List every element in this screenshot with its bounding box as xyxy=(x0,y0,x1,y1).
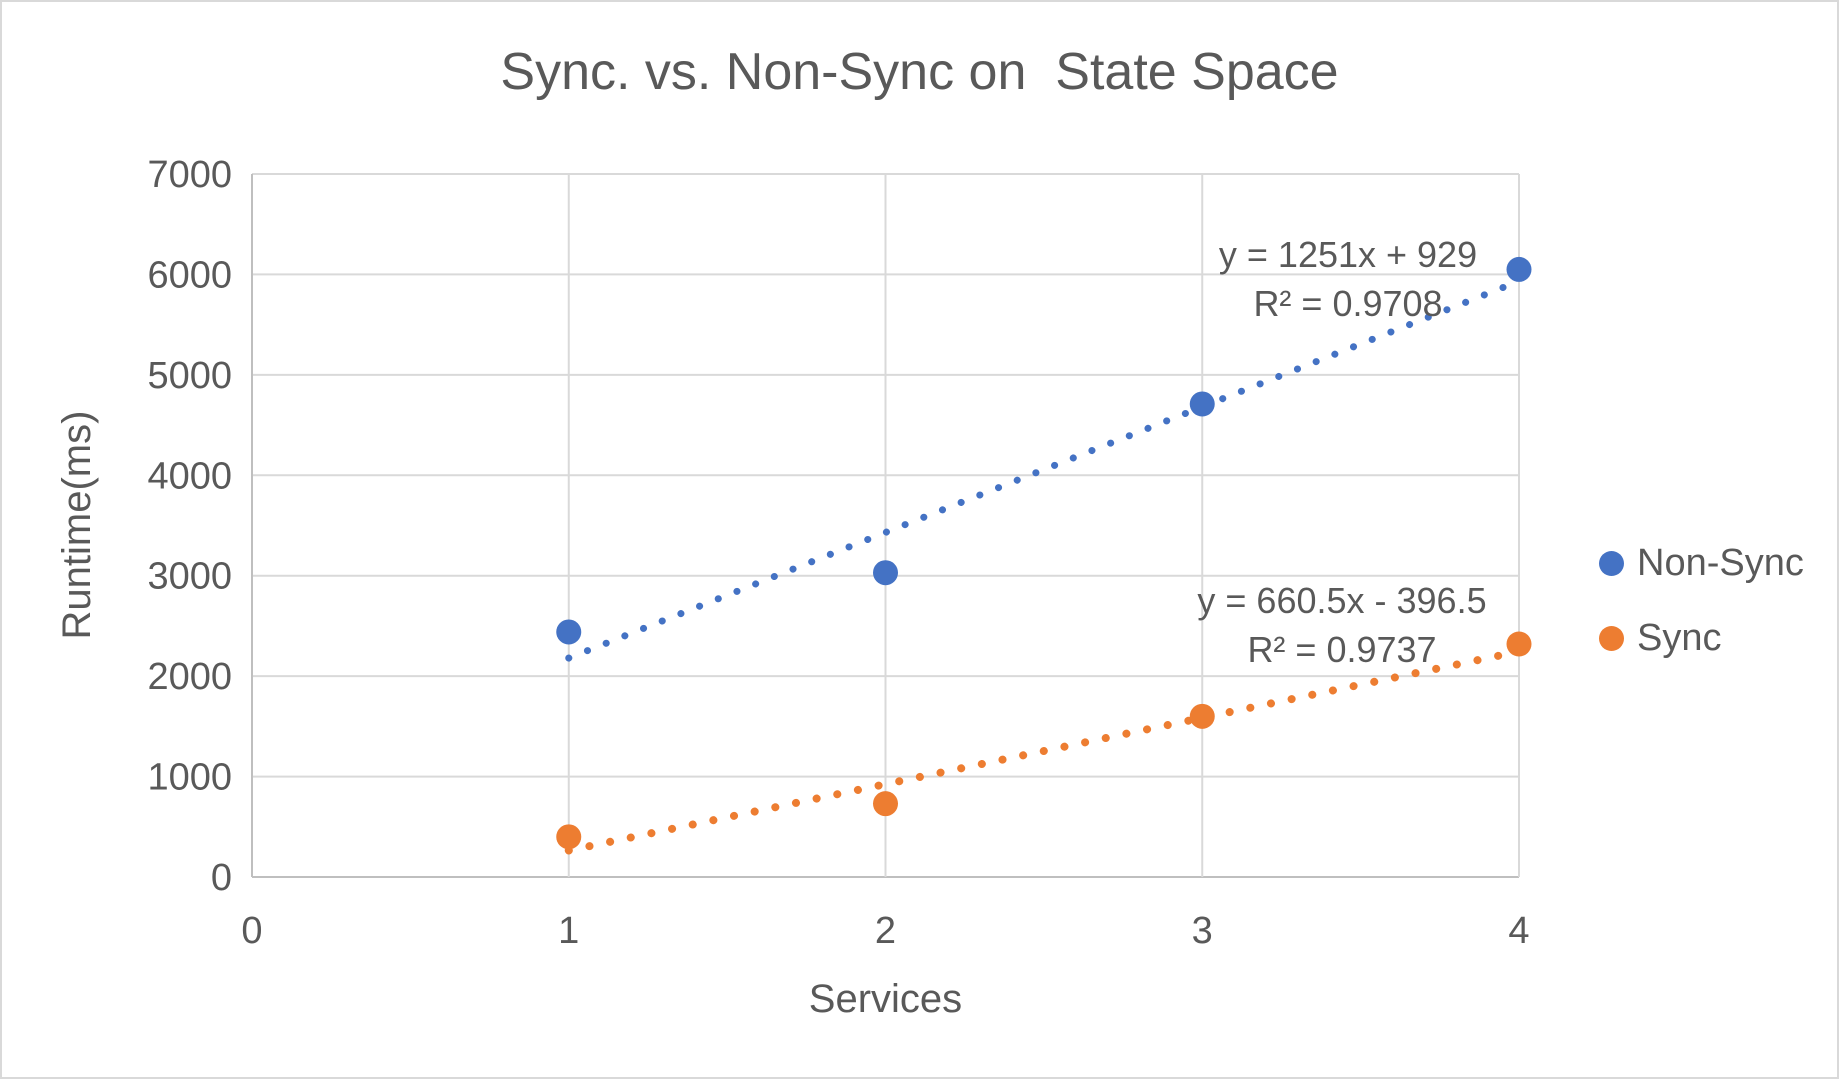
trendline-equation-non-sync: y = 1251x + 929 xyxy=(1218,234,1478,275)
trendline-label-non-sync: y = 1251x + 929 R² = 0.9708 xyxy=(1078,230,1618,328)
x-tick-label: 2 xyxy=(875,910,896,952)
chart-title: Sync. vs. Non-Sync on State Space xyxy=(500,43,1339,101)
legend: Non-Sync Sync xyxy=(1599,539,1804,689)
x-axis-title: Services xyxy=(809,977,962,1021)
y-axis-title: Runtime(ms) xyxy=(55,411,99,640)
y-tick-label: 5000 xyxy=(147,355,232,397)
legend-marker-sync-icon xyxy=(1599,625,1624,651)
data-point-sync xyxy=(873,791,898,817)
data-point-sync xyxy=(556,824,582,850)
data-point-non-sync xyxy=(1189,391,1215,417)
x-tick-label: 3 xyxy=(1192,910,1213,952)
trendline-label-sync: y = 660.5x - 396.5 R² = 0.9737 xyxy=(1072,576,1612,674)
legend-item-non-sync: Non-Sync xyxy=(1599,539,1804,587)
y-tick-label: 7000 xyxy=(147,154,232,196)
legend-item-sync: Sync xyxy=(1599,614,1804,662)
legend-marker-non-sync-icon xyxy=(1599,550,1624,576)
trendline-equation-sync: y = 660.5x - 396.5 xyxy=(1197,580,1487,621)
y-tick-label: 3000 xyxy=(147,556,232,598)
x-tick-label: 4 xyxy=(1508,910,1529,952)
y-tick-label: 2000 xyxy=(147,656,232,698)
data-point-non-sync xyxy=(1506,256,1532,282)
legend-label-non-sync: Non-Sync xyxy=(1637,541,1804,584)
legend-label-sync: Sync xyxy=(1637,616,1722,659)
data-point-sync xyxy=(1506,631,1532,657)
trendline-r2-sync: R² = 0.9737 xyxy=(1247,629,1437,670)
x-tick-label: 0 xyxy=(241,910,262,952)
y-tick-label: 1000 xyxy=(147,757,232,799)
y-tick-label: 4000 xyxy=(147,455,232,497)
trendline-sync xyxy=(564,647,1523,855)
trendline-r2-non-sync: R² = 0.9708 xyxy=(1253,283,1443,324)
data-point-non-sync xyxy=(556,619,582,645)
y-tick-label: 6000 xyxy=(147,254,232,296)
data-point-sync xyxy=(1189,703,1215,729)
data-point-non-sync xyxy=(873,560,898,586)
y-tick-label: 0 xyxy=(211,857,232,899)
x-tick-label: 1 xyxy=(558,910,579,952)
